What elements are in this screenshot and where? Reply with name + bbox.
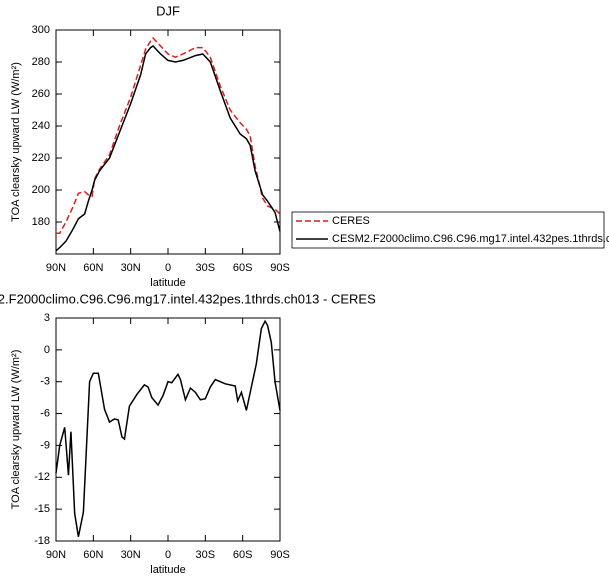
x-tick-label: 60S <box>233 549 253 561</box>
x-tick-label: 60N <box>83 262 103 274</box>
x-tick-label: 60S <box>233 262 253 274</box>
y-tick-label: 220 <box>32 152 50 164</box>
y-tick-label: 260 <box>32 88 50 100</box>
x-tick-label: 0 <box>165 262 171 274</box>
x-tick-label: 30N <box>121 549 141 561</box>
y-tick-label: -3 <box>40 376 50 388</box>
y-tick-label: 3 <box>44 312 50 324</box>
y-axis-label: TOA clearsky upward LW (W/m²) <box>10 350 22 510</box>
data-line <box>56 36 281 234</box>
x-tick-label: 90N <box>46 262 66 274</box>
x-axis-label: latitude <box>150 564 185 576</box>
chart-title: DJF <box>156 3 180 18</box>
y-tick-label: -6 <box>40 407 50 419</box>
data-line <box>55 319 281 537</box>
y-tick-label: 200 <box>32 184 50 196</box>
chart-title: CESM2.F2000climo.C96.C96.mg17.intel.432p… <box>0 291 376 306</box>
y-tick-label: 180 <box>32 216 50 228</box>
x-tick-label: 30N <box>121 262 141 274</box>
x-tick-label: 90N <box>46 549 66 561</box>
y-tick-label: 0 <box>44 344 50 356</box>
x-tick-label: 30S <box>196 262 216 274</box>
y-tick-label: -15 <box>34 503 50 515</box>
legend-box <box>291 211 605 249</box>
data-line <box>55 45 281 252</box>
legend-label: CERES <box>332 215 370 227</box>
legend-label: CESM2.F2000climo.C96.C96.mg17.intel.432p… <box>332 233 609 245</box>
x-tick-label: 60N <box>83 549 103 561</box>
y-tick-label: 240 <box>32 120 50 132</box>
x-axis-label: latitude <box>150 277 185 289</box>
y-tick-label: -9 <box>40 439 50 451</box>
x-tick-label: 90S <box>270 262 290 274</box>
x-tick-label: 30S <box>196 549 216 561</box>
y-tick-label: 300 <box>32 24 50 36</box>
x-tick-label: 0 <box>165 549 171 561</box>
y-tick-label: -12 <box>34 471 50 483</box>
plot-frame <box>55 317 281 542</box>
y-tick-label: -18 <box>34 535 50 547</box>
plot-frame <box>55 29 281 255</box>
x-tick-label: 90S <box>270 549 290 561</box>
y-tick-label: 280 <box>32 56 50 68</box>
y-axis-label: TOA clearsky upward LW (W/m²) <box>10 62 22 222</box>
